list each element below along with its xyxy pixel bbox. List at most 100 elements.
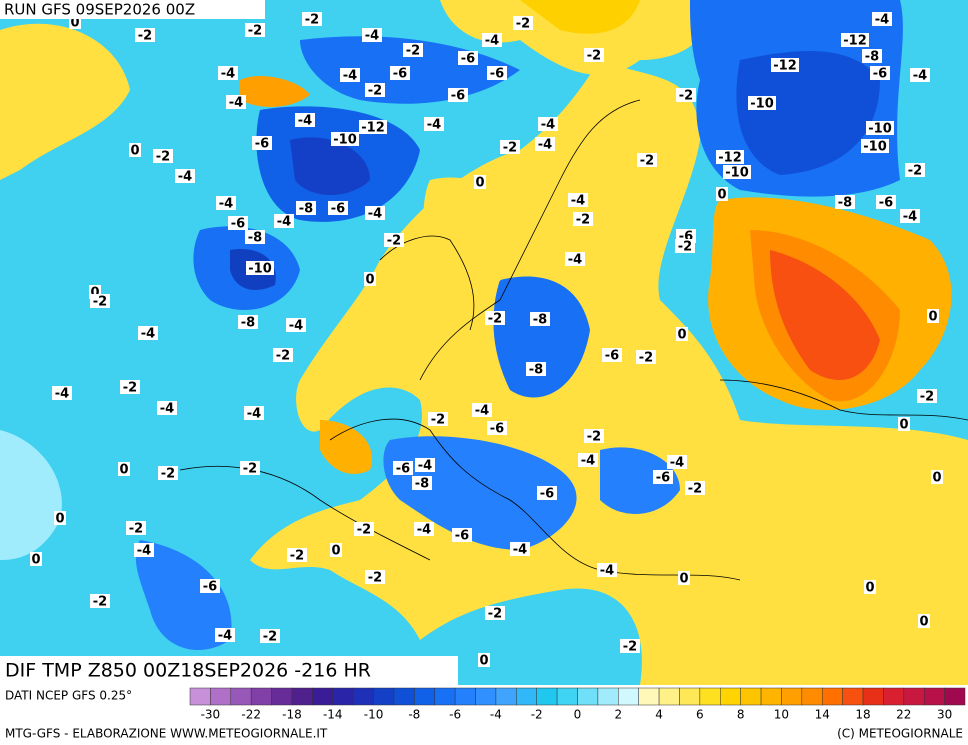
colorbar-swatch (821, 687, 843, 706)
contour-label: -6 (203, 580, 217, 595)
contour-label-box (340, 68, 360, 82)
contour-label: 0 (479, 654, 488, 669)
contour-label-box (578, 453, 598, 467)
contour-label-box (30, 552, 42, 566)
contour-label: -2 (156, 150, 170, 165)
contour-label-box (200, 579, 220, 593)
contour-label: -2 (488, 312, 502, 327)
colorbar-tick-label: -6 (449, 708, 461, 722)
contour-label-box (424, 117, 444, 131)
contour-label-box (636, 350, 656, 364)
contour-label-box (653, 470, 673, 484)
contour-label: -2 (129, 522, 143, 537)
contour-label: -4 (568, 253, 582, 268)
contour-label: -6 (656, 471, 670, 486)
contour-label-box (676, 327, 688, 341)
contour-label: -2 (248, 24, 262, 39)
contour-label-box (900, 209, 920, 223)
contour-label-box (216, 196, 236, 210)
contour-label-box (513, 16, 533, 30)
contour-label: -4 (277, 215, 291, 230)
contour-label-box (157, 401, 177, 415)
contour-label-box (362, 28, 382, 42)
contour-label-box (530, 312, 550, 326)
contour-labels: 0-2 -2-2-4-2-4-2-2-4-12-8-4 -4-6-6 -6-2 -6 -2… (30, 12, 943, 669)
contour-label-box (771, 58, 799, 72)
contour-label: -2 (587, 430, 601, 445)
contour-label-box (487, 421, 507, 435)
contour-label: -4 (221, 67, 235, 82)
colorbar-swatch (495, 687, 517, 706)
contour-label: -4 (571, 194, 585, 209)
contour-label: -2 (576, 213, 590, 228)
colorbar-tick-label: -2 (531, 708, 543, 722)
contour-label: -4 (343, 69, 357, 84)
contour-label: -2 (639, 351, 653, 366)
contour-label: -6 (396, 462, 410, 477)
contour-label-box (365, 83, 385, 97)
contour-label-box (252, 136, 272, 150)
contour-label-box (393, 461, 413, 475)
contour-label: -2 (263, 630, 277, 645)
contour-label: -4 (229, 96, 243, 111)
contour-label-box (537, 486, 557, 500)
contour-label: -2 (138, 29, 152, 44)
contour-label: -2 (161, 467, 175, 482)
contour-label: -4 (137, 544, 151, 559)
contour-label-box (716, 187, 728, 201)
contour-label-box (526, 362, 546, 376)
contour-label: 0 (717, 188, 726, 203)
contour-label: -2 (357, 523, 371, 538)
contour-label: -2 (368, 571, 382, 586)
contour-label-box (359, 120, 387, 134)
contour-label: 0 (677, 328, 686, 343)
colorbar-swatch (393, 687, 415, 706)
colorbar-tick-label: 6 (696, 708, 704, 722)
colorbar-tick-label: -10 (364, 708, 384, 722)
contour-label: -8 (533, 313, 547, 328)
contour-label: -6 (455, 529, 469, 544)
contour-label-box (485, 606, 505, 620)
contour-label: -4 (218, 629, 232, 644)
contour-label-box (240, 461, 260, 475)
contour-label: -4 (913, 69, 927, 84)
contour-label-box (500, 140, 520, 154)
contour-label: -4 (417, 523, 431, 538)
contour-label-box (354, 522, 374, 536)
contour-label: -2 (406, 44, 420, 59)
contour-label: 0 (899, 418, 908, 433)
colorbar-tick-label: -14 (323, 708, 343, 722)
contour-label-box (573, 212, 593, 226)
contour-label-box (478, 653, 490, 667)
contour-label-box (274, 214, 294, 228)
colorbar-swatch (271, 687, 293, 706)
contour-label-box (218, 66, 238, 80)
colorbar-swatch (720, 687, 741, 706)
contour-label-box (215, 628, 235, 642)
contour-label-box (126, 521, 146, 535)
contour-label-box (487, 66, 507, 80)
colorbar-swatch (597, 687, 619, 706)
contour-label: -10 (868, 122, 892, 137)
contour-label: 0 (928, 310, 937, 325)
colorbar-swatch (312, 687, 334, 706)
contour-label: -4 (289, 319, 303, 334)
contour-label-box (134, 543, 154, 557)
colorbar-swatch (516, 687, 537, 706)
contour-label: -2 (488, 607, 502, 622)
contour-label-box (330, 543, 342, 557)
colorbar-tick-label: -8 (408, 708, 420, 722)
contour-label-box (90, 594, 110, 608)
colorbar-swatch (577, 687, 599, 706)
contour-label-box (448, 88, 468, 102)
colorbar-tick-label: 10 (774, 708, 789, 722)
contour-label: -2 (93, 295, 107, 310)
contour-label-box (331, 132, 359, 146)
colorbar-tick-label: 8 (737, 708, 745, 722)
contour-label: -4 (418, 459, 432, 474)
colorbar-swatch (781, 687, 803, 706)
colorbar-tick-label: 4 (655, 708, 663, 722)
contour-label: -2 (920, 390, 934, 405)
